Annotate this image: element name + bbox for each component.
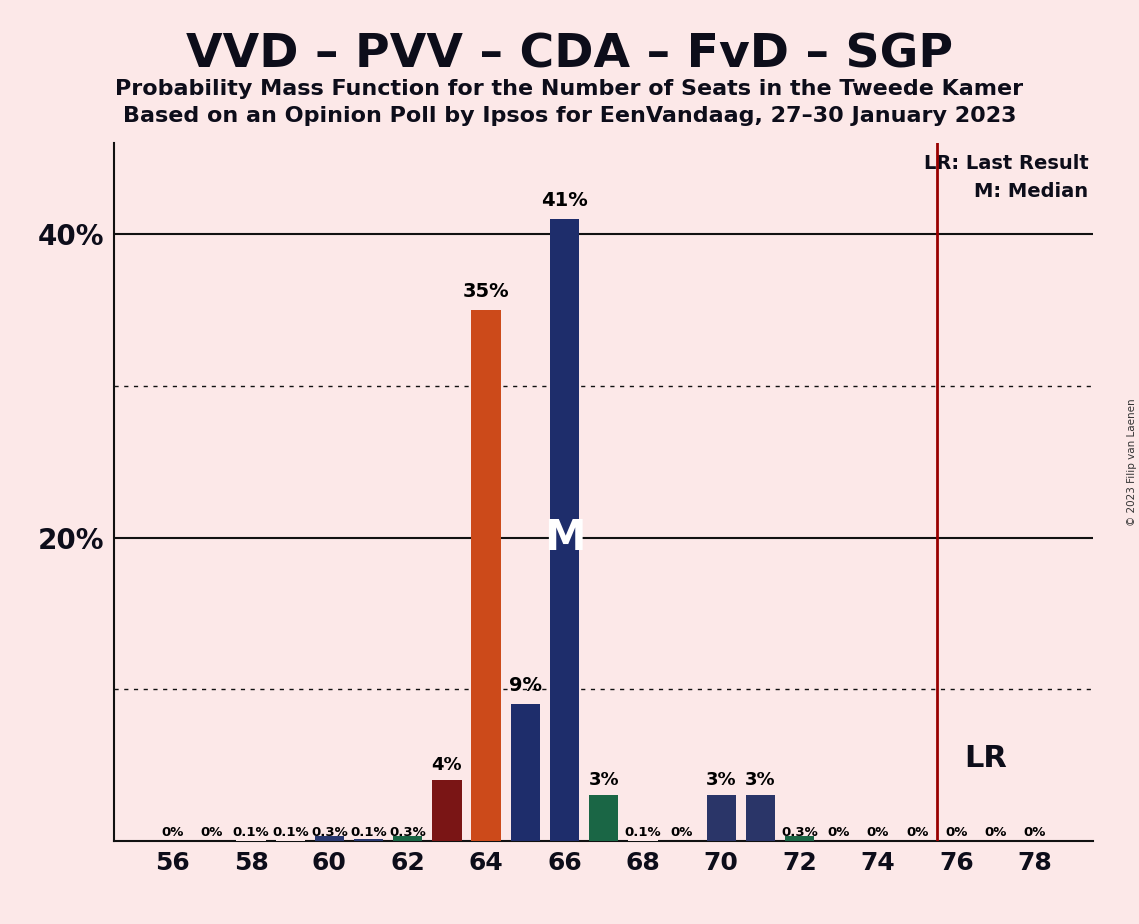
Text: 0.1%: 0.1%: [351, 825, 387, 839]
Text: 0%: 0%: [906, 825, 928, 839]
Text: 0.3%: 0.3%: [390, 825, 426, 839]
Text: LR: LR: [964, 744, 1007, 772]
Bar: [629, 839, 657, 841]
Text: 0%: 0%: [200, 825, 223, 839]
Bar: [236, 839, 265, 841]
Text: 3%: 3%: [745, 772, 776, 789]
Text: 0.1%: 0.1%: [272, 825, 309, 839]
Bar: [276, 839, 305, 841]
Bar: [354, 839, 383, 841]
Text: 0%: 0%: [1024, 825, 1046, 839]
Text: LR: Last Result: LR: Last Result: [924, 153, 1089, 173]
Text: 0%: 0%: [867, 825, 890, 839]
Text: 0.3%: 0.3%: [311, 825, 347, 839]
Bar: [550, 219, 579, 841]
Bar: [472, 310, 501, 841]
Bar: [785, 836, 814, 841]
Text: M: M: [543, 517, 585, 558]
Bar: [706, 796, 736, 841]
Bar: [510, 704, 540, 841]
Text: 0%: 0%: [945, 825, 967, 839]
Bar: [589, 796, 618, 841]
Text: 3%: 3%: [589, 772, 618, 789]
Text: 0.1%: 0.1%: [232, 825, 269, 839]
Text: Probability Mass Function for the Number of Seats in the Tweede Kamer: Probability Mass Function for the Number…: [115, 79, 1024, 99]
Text: © 2023 Filip van Laenen: © 2023 Filip van Laenen: [1126, 398, 1137, 526]
Bar: [314, 836, 344, 841]
Text: 0%: 0%: [984, 825, 1007, 839]
Bar: [433, 780, 461, 841]
Text: 9%: 9%: [509, 676, 542, 695]
Text: 0%: 0%: [828, 825, 850, 839]
Text: 35%: 35%: [462, 282, 509, 301]
Text: 0.1%: 0.1%: [624, 825, 661, 839]
Bar: [393, 836, 423, 841]
Text: 0%: 0%: [162, 825, 183, 839]
Text: 41%: 41%: [541, 191, 588, 210]
Text: VVD – PVV – CDA – FvD – SGP: VVD – PVV – CDA – FvD – SGP: [186, 32, 953, 78]
Text: 0%: 0%: [671, 825, 694, 839]
Bar: [746, 796, 776, 841]
Text: M: Median: M: Median: [975, 182, 1089, 201]
Text: Based on an Opinion Poll by Ipsos for EenVandaag, 27–30 January 2023: Based on an Opinion Poll by Ipsos for Ee…: [123, 106, 1016, 127]
Text: 4%: 4%: [432, 756, 462, 774]
Text: 3%: 3%: [706, 772, 737, 789]
Text: 0.3%: 0.3%: [781, 825, 818, 839]
